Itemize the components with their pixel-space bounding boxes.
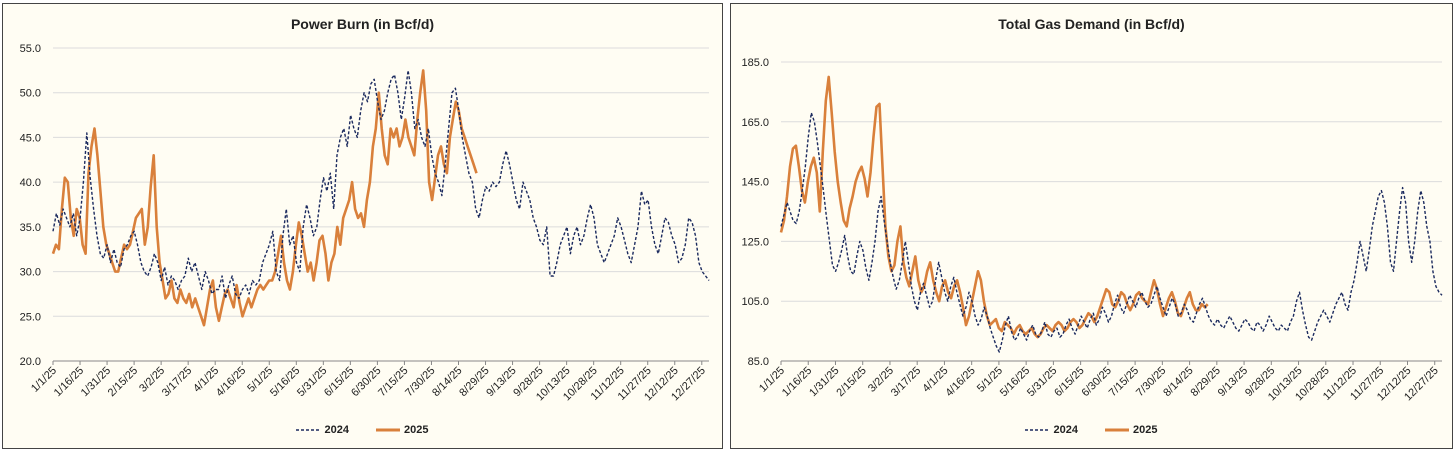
total-gas-demand-chart-panel: Total Gas Demand (in Bcf/d) 85.0 105.0 125… — [730, 3, 1453, 449]
chart-title: Total Gas Demand (in Bcf/d) — [998, 16, 1185, 32]
total-gas-demand-chart: 85.0105.0125.0145.0165.0185.01/1/251/16/… — [741, 57, 1443, 403]
y-tick-label: 40.0 — [20, 177, 41, 189]
y-tick-label: 165.0 — [741, 117, 769, 129]
legend-swatch-2025 — [1105, 428, 1130, 432]
y-tick-label: 145.0 — [741, 177, 769, 189]
y-tick-label: 125.0 — [741, 236, 769, 248]
series-line-2024 — [52, 69, 710, 300]
legend-swatch-2025 — [376, 428, 401, 432]
y-tick-label: 20.0 — [20, 356, 41, 368]
legend-item-2025: 2025 — [376, 424, 429, 437]
legend-item-2024: 2024 — [296, 424, 349, 437]
series-line-2024 — [780, 112, 1443, 353]
legend-label-2024: 2024 — [1053, 424, 1078, 437]
series-line-2025 — [779, 75, 1209, 339]
y-tick-label: 105.0 — [741, 296, 769, 308]
y-tick-label: 55.0 — [20, 43, 41, 55]
x-tick-label: 4/16/25 — [214, 365, 248, 399]
legend-label-2025: 2025 — [1133, 424, 1158, 437]
legend: 2024 2025 — [731, 424, 1452, 436]
legend-swatch-2024 — [296, 429, 321, 431]
legend-swatch-2024 — [1025, 429, 1050, 431]
y-tick-label: 45.0 — [20, 132, 41, 144]
y-tick-label: 50.0 — [20, 88, 41, 100]
legend-label-2025: 2025 — [404, 424, 429, 437]
legend-label-2024: 2024 — [324, 424, 349, 437]
y-tick-label: 30.0 — [20, 267, 41, 279]
x-tick-label: 3/17/25 — [160, 365, 194, 399]
y-tick-label: 85.0 — [748, 356, 769, 368]
legend-item-2025: 2025 — [1105, 424, 1158, 437]
chart-title: Power Burn (in Bcf/d) — [290, 16, 435, 32]
x-tick-label: 2/15/25 — [106, 365, 140, 399]
legend-item-2024: 2024 — [1025, 424, 1078, 437]
power-burn-chart-panel: Power Burn (in Bcf/d) 20.0 25.0 30.0 35.0 40… — [2, 3, 723, 449]
x-tick-label: 2/15/25 — [834, 365, 868, 399]
series-line-2025 — [51, 69, 478, 327]
x-tick-label: 4/16/25 — [943, 365, 977, 399]
y-tick-label: 25.0 — [20, 311, 41, 323]
legend: 2024 2025 — [3, 424, 722, 436]
x-tick-label: 3/17/25 — [889, 365, 923, 399]
power-burn-chart: 20.025.030.035.040.045.050.055.01/1/251/… — [20, 43, 710, 403]
y-tick-label: 185.0 — [741, 57, 769, 69]
y-tick-label: 35.0 — [20, 222, 41, 234]
